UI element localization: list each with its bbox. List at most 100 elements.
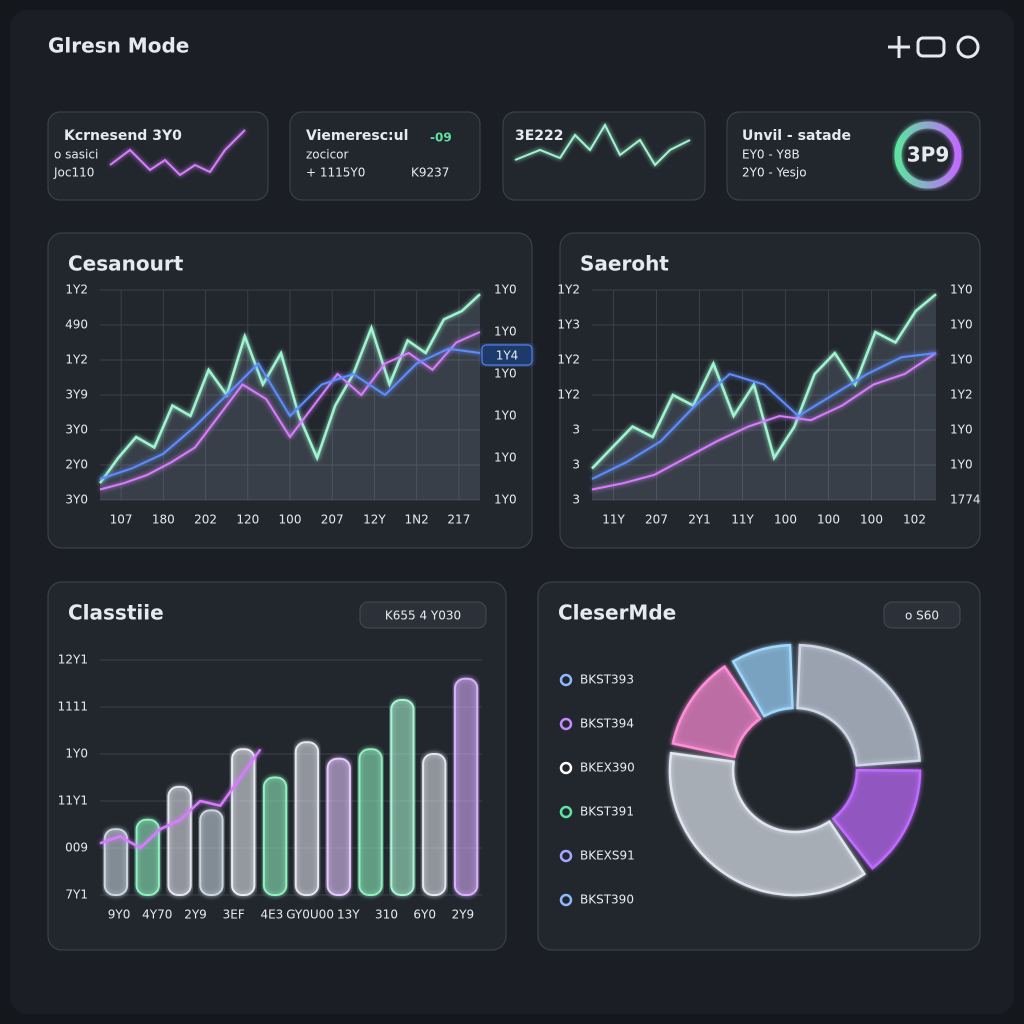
kpi-line: Joc110 bbox=[53, 166, 94, 180]
y-tick-label: 009 bbox=[65, 841, 88, 855]
kpi-line: + 1115Y0 bbox=[306, 166, 365, 180]
trend-line bbox=[99, 748, 262, 850]
y-tick-label: 1Y0 bbox=[65, 747, 88, 761]
x-tick-label: 100 bbox=[279, 513, 302, 527]
y-tick-label: 1Y2 bbox=[557, 388, 580, 402]
x-tick-label: 12Y bbox=[363, 513, 386, 527]
bar bbox=[262, 776, 288, 896]
x-tick-label: 4E3 bbox=[260, 908, 283, 922]
kpi-card bbox=[47, 111, 269, 201]
y2-tick-label: 1Y0 bbox=[950, 318, 973, 332]
x-tick-label: 6Y0 bbox=[413, 908, 436, 922]
y-tick-label: 3 bbox=[572, 493, 580, 507]
donut-segment bbox=[831, 769, 922, 870]
x-tick-label: 120 bbox=[236, 513, 259, 527]
y2-tick-label: 1Y0 bbox=[494, 283, 517, 297]
bar bbox=[358, 748, 383, 896]
icon-settings[interactable] bbox=[956, 35, 980, 59]
kpi-ring bbox=[894, 121, 962, 189]
y2-tick-label: 1Y0 bbox=[494, 367, 517, 381]
y2-tick-label: 1Y0 bbox=[494, 325, 517, 339]
y-tick-label: 490 bbox=[65, 318, 88, 332]
legend-dot bbox=[559, 717, 573, 731]
y2-tick-label: 1Y0 bbox=[494, 451, 517, 465]
y-tick-label: 3Y9 bbox=[65, 388, 88, 402]
panel-title: Classtiie bbox=[68, 601, 164, 625]
ring-label: 3P9 bbox=[907, 143, 950, 167]
legend-dot bbox=[559, 893, 573, 907]
y2-tick-label: 1Y0 bbox=[950, 353, 973, 367]
bar bbox=[135, 818, 160, 896]
kpi-card bbox=[289, 111, 481, 201]
sparkline bbox=[514, 122, 691, 167]
series-line bbox=[591, 352, 937, 491]
y-tick-label: 12Y1 bbox=[58, 653, 88, 667]
x-tick-label: 100 bbox=[817, 513, 840, 527]
x-tick-label: 11Y bbox=[731, 513, 754, 527]
x-tick-label: 4Y70 bbox=[142, 908, 172, 922]
kpi-title: Kcrnesend 3Y0 bbox=[64, 128, 182, 144]
y-tick-label: 1Y3 bbox=[557, 318, 580, 332]
donut-segment bbox=[668, 751, 867, 897]
kpi-line: EY0 - Y8B bbox=[742, 148, 800, 162]
y-tick-label: 1111 bbox=[57, 700, 88, 714]
badge bbox=[359, 601, 487, 629]
y-tick-label: 3Y0 bbox=[65, 493, 88, 507]
kpi-line: K9237 bbox=[411, 166, 449, 180]
series-line bbox=[591, 352, 937, 480]
icon-toggle[interactable] bbox=[916, 36, 946, 58]
icon-add[interactable] bbox=[888, 36, 910, 58]
donut-segment bbox=[671, 664, 762, 759]
app-title: Glresn Mode bbox=[48, 34, 189, 58]
kpi-title: Viemeresc:ul bbox=[306, 128, 408, 144]
y-tick-label: 1Y2 bbox=[65, 353, 88, 367]
kpi-title: 3E222 bbox=[515, 128, 564, 144]
legend-label: BKEX390 bbox=[580, 761, 635, 775]
x-tick-label: 102 bbox=[903, 513, 926, 527]
header-icons[interactable] bbox=[888, 35, 980, 59]
bar bbox=[103, 828, 129, 897]
x-tick-label: 2Y9 bbox=[452, 908, 475, 922]
x-tick-label: 11Y bbox=[602, 513, 625, 527]
y-tick-label: 1Y2 bbox=[557, 353, 580, 367]
x-tick-label: 202 bbox=[194, 513, 217, 527]
y-tick-label: 1Y2 bbox=[557, 283, 580, 297]
kpi-card bbox=[726, 111, 981, 201]
legend-label: BKEXS91 bbox=[580, 849, 635, 863]
badge-label: 1Y4 bbox=[496, 349, 519, 363]
bar bbox=[390, 698, 415, 897]
x-tick-label: 2Y9 bbox=[184, 908, 207, 922]
x-tick-label: 217 bbox=[447, 513, 470, 527]
kpi-title: Unvil - satade bbox=[742, 128, 851, 144]
y-tick-label: 3 bbox=[572, 458, 580, 472]
y2-tick-label: 1Y0 bbox=[494, 493, 517, 507]
panel-title: Saeroht bbox=[580, 252, 669, 276]
x-tick-label: GY0U00 bbox=[286, 908, 334, 922]
y-tick-label: 2Y0 bbox=[65, 458, 88, 472]
badge bbox=[481, 344, 533, 366]
bar bbox=[294, 741, 320, 896]
badge-label: o S60 bbox=[905, 609, 939, 623]
kpi-line: zocicor bbox=[306, 148, 349, 162]
y-tick-label: 3Y0 bbox=[65, 423, 88, 437]
sparkline bbox=[109, 129, 246, 177]
bar bbox=[167, 785, 192, 897]
x-tick-label: 107 bbox=[110, 513, 133, 527]
legend-dot bbox=[559, 673, 573, 687]
kpi-delta: -09 bbox=[430, 131, 452, 145]
legend-dot bbox=[559, 805, 573, 819]
x-tick-label: 9Y0 bbox=[108, 908, 131, 922]
y2-tick-label: 1Y0 bbox=[950, 458, 973, 472]
y2-tick-label: 1Y0 bbox=[494, 409, 517, 423]
series-line bbox=[98, 293, 481, 484]
panel-title: Cesanourt bbox=[68, 252, 184, 276]
bar bbox=[326, 757, 351, 897]
y2-tick-label: 1774 bbox=[950, 493, 981, 507]
kpi-line: 2Y0 - Yesjo bbox=[742, 166, 807, 180]
bar bbox=[422, 753, 447, 896]
kpi-card bbox=[502, 111, 706, 201]
x-tick-label: 2Y1 bbox=[688, 513, 711, 527]
x-tick-label: 100 bbox=[860, 513, 883, 527]
legend-label: BKST393 bbox=[580, 673, 634, 687]
